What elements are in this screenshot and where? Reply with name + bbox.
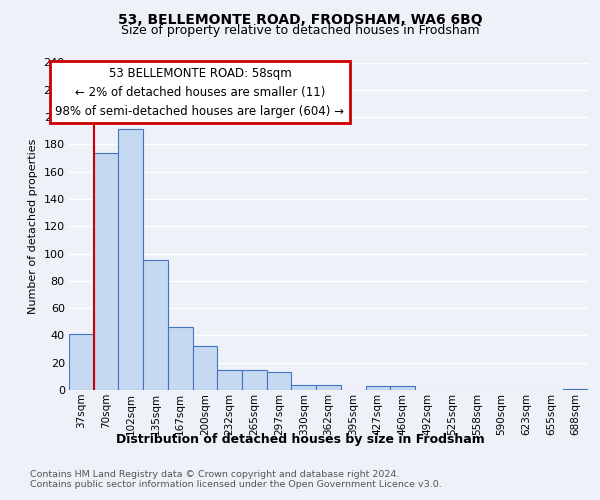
Bar [193, 346, 217, 390]
Bar [390, 386, 415, 390]
Bar [118, 130, 143, 390]
Bar [316, 384, 341, 390]
Bar [292, 384, 316, 390]
Bar [168, 327, 193, 390]
Text: Distribution of detached houses by size in Frodsham: Distribution of detached houses by size … [116, 432, 484, 446]
Text: Contains HM Land Registry data © Crown copyright and database right 2024.
Contai: Contains HM Land Registry data © Crown c… [30, 470, 442, 490]
Bar [563, 388, 588, 390]
Bar [69, 334, 94, 390]
Bar [267, 372, 292, 390]
Bar [217, 370, 242, 390]
Text: 53, BELLEMONTE ROAD, FRODSHAM, WA6 6BQ: 53, BELLEMONTE ROAD, FRODSHAM, WA6 6BQ [118, 12, 482, 26]
Bar [143, 260, 168, 390]
Y-axis label: Number of detached properties: Number of detached properties [28, 138, 38, 314]
Bar [94, 152, 118, 390]
Text: 53 BELLEMONTE ROAD: 58sqm
← 2% of detached houses are smaller (11)
98% of semi-d: 53 BELLEMONTE ROAD: 58sqm ← 2% of detach… [55, 66, 344, 118]
Bar [365, 386, 390, 390]
Text: Size of property relative to detached houses in Frodsham: Size of property relative to detached ho… [121, 24, 479, 37]
Bar [242, 370, 267, 390]
